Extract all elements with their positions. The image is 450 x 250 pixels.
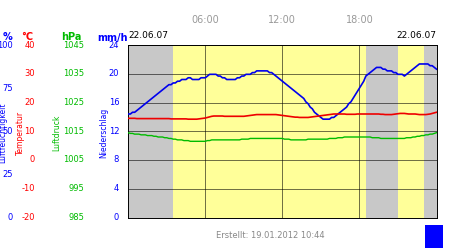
Text: 10: 10 bbox=[24, 127, 35, 136]
Text: Temperatur: Temperatur bbox=[16, 110, 25, 154]
Text: 1015: 1015 bbox=[63, 127, 84, 136]
Text: 18:00: 18:00 bbox=[346, 15, 374, 25]
Text: 1025: 1025 bbox=[63, 98, 84, 107]
Text: 1035: 1035 bbox=[63, 69, 84, 78]
Text: 8: 8 bbox=[114, 156, 119, 164]
Text: hPa: hPa bbox=[61, 32, 81, 42]
Text: 20: 20 bbox=[24, 98, 35, 107]
Text: Niederschlag: Niederschlag bbox=[99, 108, 108, 158]
Text: 995: 995 bbox=[68, 184, 84, 193]
Text: Luftdruck: Luftdruck bbox=[52, 114, 61, 151]
Text: 985: 985 bbox=[68, 213, 84, 222]
Text: 22.06.07: 22.06.07 bbox=[396, 31, 436, 40]
Bar bbox=[173, 45, 366, 218]
Text: 24: 24 bbox=[109, 40, 119, 50]
Text: 0: 0 bbox=[7, 213, 13, 222]
Text: 40: 40 bbox=[24, 40, 35, 50]
Text: 0: 0 bbox=[114, 213, 119, 222]
Text: 22.06.07: 22.06.07 bbox=[128, 31, 168, 40]
Text: °C: °C bbox=[22, 32, 34, 42]
Text: 16: 16 bbox=[108, 98, 119, 107]
Text: Erstellt: 19.01.2012 10:44: Erstellt: 19.01.2012 10:44 bbox=[216, 231, 324, 240]
Text: -10: -10 bbox=[21, 184, 35, 193]
Text: 1045: 1045 bbox=[63, 40, 84, 50]
Text: 30: 30 bbox=[24, 69, 35, 78]
Text: 75: 75 bbox=[2, 84, 13, 92]
Text: 06:00: 06:00 bbox=[191, 15, 219, 25]
Text: 12: 12 bbox=[109, 127, 119, 136]
Text: mm/h: mm/h bbox=[97, 32, 127, 42]
Text: 1005: 1005 bbox=[63, 156, 84, 164]
Text: -20: -20 bbox=[21, 213, 35, 222]
Text: 50: 50 bbox=[2, 127, 13, 136]
Text: 4: 4 bbox=[114, 184, 119, 193]
Text: %: % bbox=[2, 32, 12, 42]
Text: 25: 25 bbox=[2, 170, 13, 179]
Text: 100: 100 bbox=[0, 40, 13, 50]
Text: Luftfeuchtigkeit: Luftfeuchtigkeit bbox=[0, 102, 8, 163]
Text: 12:00: 12:00 bbox=[269, 15, 296, 25]
Bar bbox=[398, 45, 423, 218]
Text: 20: 20 bbox=[109, 69, 119, 78]
Text: 0: 0 bbox=[29, 156, 35, 164]
